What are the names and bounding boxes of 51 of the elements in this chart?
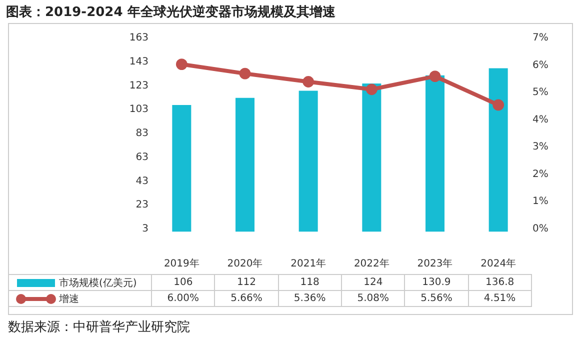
y-tick-label: 163 [129, 32, 148, 44]
point [366, 84, 378, 96]
y-tick-label: 3 [142, 224, 148, 234]
x-tick-label: 2020年 [227, 258, 263, 270]
y-tick-label: 103 [129, 104, 148, 116]
point [176, 58, 188, 70]
data-label: 106 [152, 274, 215, 290]
y2-tick-label: 2% [532, 168, 548, 180]
data-label: 136.8 [468, 274, 532, 290]
y-tick-label: 123 [129, 80, 148, 92]
y2-tick-label: 1% [532, 196, 548, 208]
data-label: 118 [278, 274, 342, 290]
x-tick-label: 2023年 [417, 258, 453, 270]
data-label: 112 [214, 274, 278, 290]
x-tick-label: 2022年 [354, 258, 390, 270]
source-note: 数据来源：中研普华产业研究院 [8, 318, 190, 336]
bar [236, 98, 254, 232]
y-tick-label: 63 [136, 152, 148, 163]
x-tick-label: 2024年 [480, 258, 516, 270]
y-tick-label: 83 [136, 128, 148, 139]
y2-tick-label: 6% [532, 60, 548, 71]
y2-tick-label: 0% [532, 224, 548, 234]
y2-tick-label: 7% [532, 32, 548, 44]
data-label: 4.51% [468, 290, 532, 306]
y2-tick-label: 3% [532, 142, 548, 153]
bar [426, 75, 444, 232]
y-tick-label: 23 [136, 200, 148, 211]
data-label: 5.08% [341, 290, 405, 306]
data-label: 124 [341, 274, 405, 290]
point [302, 76, 314, 88]
bar [172, 105, 192, 232]
x-tick-label: 2019年 [164, 258, 200, 270]
legend-label: 市场规模(亿美元) [59, 278, 137, 288]
data-label: 5.66% [214, 290, 278, 306]
x-tick-label: 2021年 [290, 258, 326, 270]
y-tick-label: 43 [136, 176, 148, 187]
y2-tick-label: 5% [532, 87, 548, 98]
chart-title: 图表：2019-2024 年全球光伏逆变器市场规模及其增速 [6, 4, 336, 21]
point [429, 70, 441, 82]
y2-tick-label: 4% [532, 114, 548, 126]
bar [298, 90, 318, 232]
legend-label: 增速 [59, 294, 79, 304]
bar [488, 68, 508, 232]
y-tick-label: 143 [129, 56, 148, 68]
point [492, 99, 504, 111]
data-label: 6.00% [152, 290, 215, 306]
bar [362, 84, 382, 232]
data-label: 130.9 [404, 274, 468, 290]
point [239, 68, 251, 80]
data-label: 5.56% [404, 290, 468, 306]
data-label: 5.36% [278, 290, 342, 306]
